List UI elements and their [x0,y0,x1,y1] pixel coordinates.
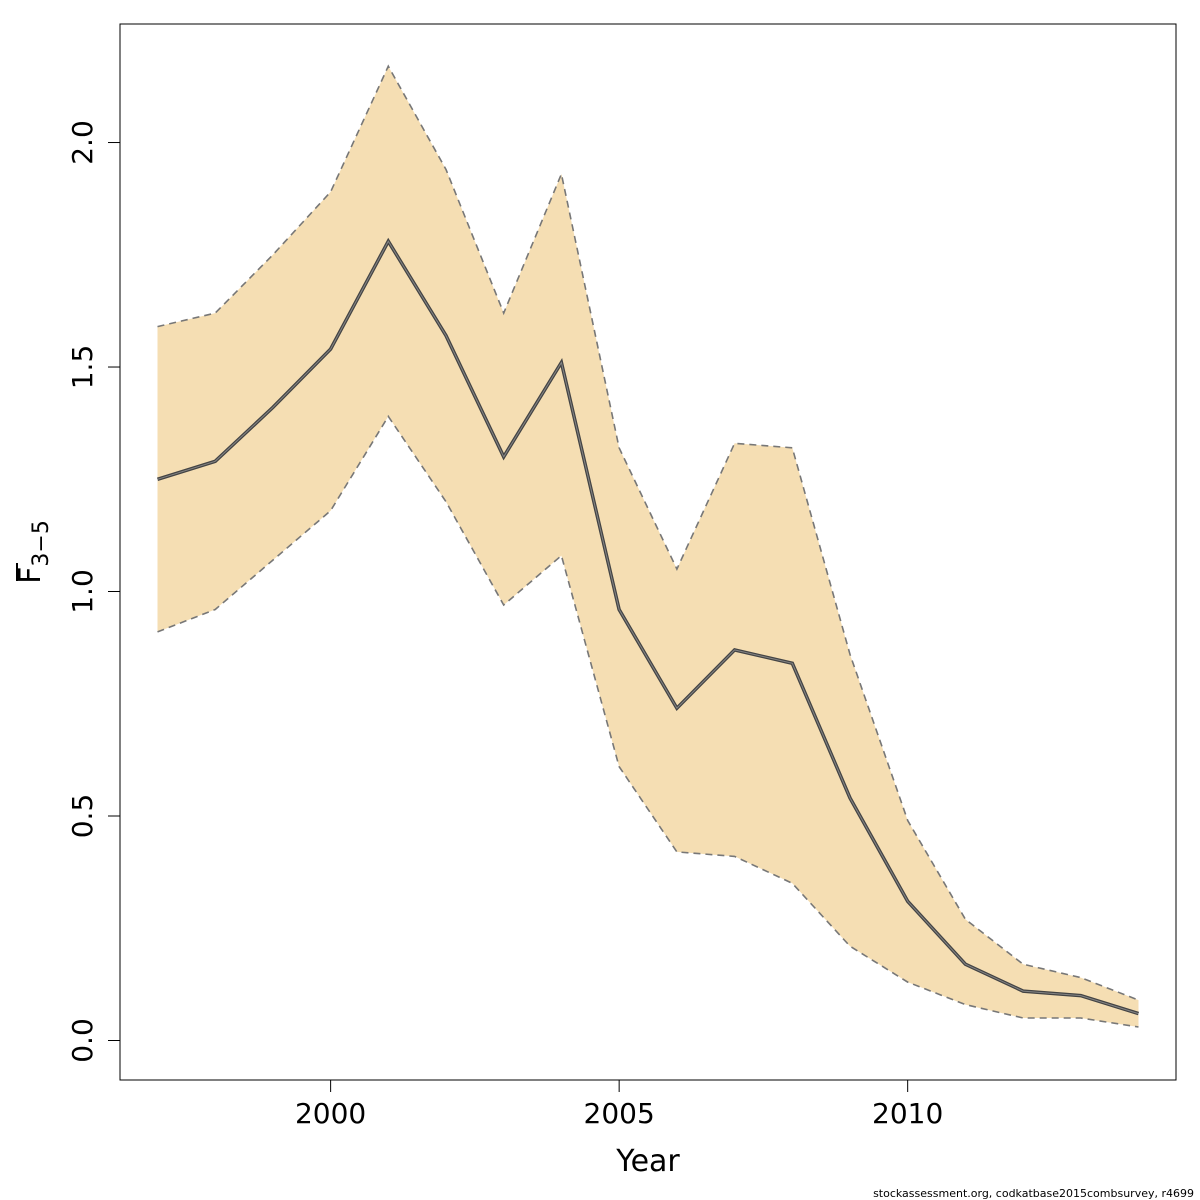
y-tick-label: 2.0 [66,120,99,165]
y-tick-label: 1.0 [66,569,99,614]
footer-credit: stockassessment.org, codkatbase2015combs… [873,1187,1194,1200]
y-tick-label: 0.5 [66,794,99,839]
confidence-band-layer [157,66,1139,1027]
x-axis-title: Year [615,1144,680,1179]
y-tick-label: 1.5 [66,345,99,390]
estimate-line-casing [156,237,1140,1016]
x-axis: 2000 2005 2010 [295,1079,943,1130]
x-tick-label: 2010 [872,1097,943,1130]
y-axis: 0.0 0.5 1.0 1.5 2.0 [66,120,121,1063]
x-tick-label: 2000 [295,1097,366,1130]
y-axis-title-sub: 3−5 [29,520,54,566]
confidence-band [157,66,1139,1027]
svg-text:F3−5: F3−5 [13,520,54,584]
y-axis-title: F3−5 [13,520,54,584]
y-axis-title-main: F [13,567,48,584]
y-tick-label: 0.0 [66,1018,99,1063]
lower-bound-line [157,414,1139,1028]
x-tick-label: 2005 [584,1097,655,1130]
line-layer [156,64,1140,1028]
estimate-line [157,240,1139,1015]
